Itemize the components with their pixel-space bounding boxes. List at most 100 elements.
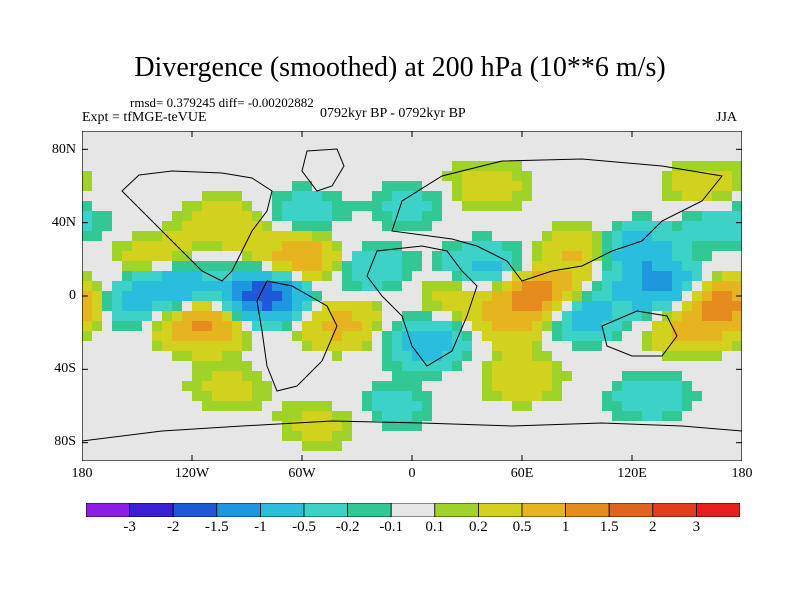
field-cell — [132, 291, 142, 301]
field-cell — [302, 411, 312, 421]
field-cell — [402, 271, 412, 281]
field-cell — [82, 331, 92, 341]
field-cell — [622, 281, 632, 291]
field-cell — [622, 261, 632, 271]
field-cell — [492, 261, 502, 271]
field-cell — [362, 311, 372, 321]
field-cell — [652, 261, 662, 271]
field-cell — [502, 191, 512, 201]
field-cell — [622, 231, 632, 241]
field-cell — [572, 251, 582, 261]
field-cell — [432, 281, 442, 291]
field-cell — [282, 321, 292, 331]
field-cell — [572, 341, 582, 351]
field-cell — [462, 341, 472, 351]
field-cell — [722, 191, 732, 201]
field-cell — [222, 191, 232, 201]
field-cell — [532, 391, 542, 401]
field-cell — [512, 351, 522, 361]
field-cell — [732, 281, 742, 291]
field-cell — [122, 281, 132, 291]
lon-label-120e: 120E — [617, 466, 647, 481]
field-cell — [312, 421, 322, 431]
field-cell — [662, 301, 672, 311]
field-cell — [542, 321, 552, 331]
field-cell — [672, 391, 682, 401]
field-cell — [222, 291, 232, 301]
field-cell — [502, 181, 512, 191]
field-cell — [302, 271, 312, 281]
field-cell — [412, 401, 422, 411]
field-cell — [382, 331, 392, 341]
field-cell — [252, 371, 262, 381]
field-cell — [312, 241, 322, 251]
field-cell — [312, 341, 322, 351]
field-cell — [152, 271, 162, 281]
field-cell — [672, 231, 682, 241]
field-cell — [522, 361, 532, 371]
field-cell — [452, 351, 462, 361]
field-cell — [182, 351, 192, 361]
field-cell — [682, 381, 692, 391]
field-cell — [622, 221, 632, 231]
period-label: 0792kyr BP - 0792kyr BP — [320, 106, 466, 121]
field-cell — [642, 241, 652, 251]
field-cell — [422, 221, 432, 231]
field-cell — [692, 171, 702, 181]
field-cell — [242, 241, 252, 251]
field-cell — [422, 191, 432, 201]
field-cell — [552, 371, 562, 381]
field-cell — [292, 311, 302, 321]
field-cell — [482, 381, 492, 391]
field-cell — [362, 281, 372, 291]
field-cell — [612, 381, 622, 391]
field-cell — [422, 401, 432, 411]
colorbar-swatch — [259, 503, 305, 517]
field-cell — [152, 291, 162, 301]
field-cell — [562, 311, 572, 321]
field-cell — [362, 401, 372, 411]
field-cell — [162, 281, 172, 291]
field-cell — [352, 281, 362, 291]
field-cell — [332, 211, 342, 221]
field-cell — [692, 191, 702, 201]
field-cell — [422, 211, 432, 221]
field-cell — [352, 321, 362, 331]
field-cell — [122, 241, 132, 251]
field-cell — [732, 181, 742, 191]
field-cell — [132, 301, 142, 311]
field-cell — [272, 281, 282, 291]
field-cell — [662, 171, 672, 181]
field-cell — [682, 321, 692, 331]
field-cell — [92, 231, 102, 241]
field-cell — [452, 261, 462, 271]
field-cell — [312, 401, 322, 411]
field-cell — [702, 281, 712, 291]
field-cell — [582, 241, 592, 251]
figure-title: Divergence (smoothed) at 200 hPa (10**6 … — [134, 52, 666, 83]
field-cell — [222, 391, 232, 401]
field-cell — [522, 371, 532, 381]
field-cell — [592, 331, 602, 341]
field-cell — [322, 241, 332, 251]
field-cell — [652, 381, 662, 391]
field-cell — [442, 171, 452, 181]
field-cell — [582, 221, 592, 231]
field-cell — [242, 391, 252, 401]
field-cell — [522, 391, 532, 401]
field-cell — [522, 311, 532, 321]
field-cell — [262, 381, 272, 391]
field-cell — [442, 281, 452, 291]
field-cell — [362, 321, 372, 331]
field-cell — [652, 371, 662, 381]
field-cell — [732, 201, 742, 211]
field-cell — [202, 201, 212, 211]
field-cell — [712, 281, 722, 291]
field-cell — [672, 261, 682, 271]
field-cell — [202, 341, 212, 351]
field-cell — [192, 371, 202, 381]
field-cell — [692, 291, 702, 301]
field-cell — [172, 271, 182, 281]
field-cell — [402, 321, 412, 331]
field-cell — [282, 231, 292, 241]
